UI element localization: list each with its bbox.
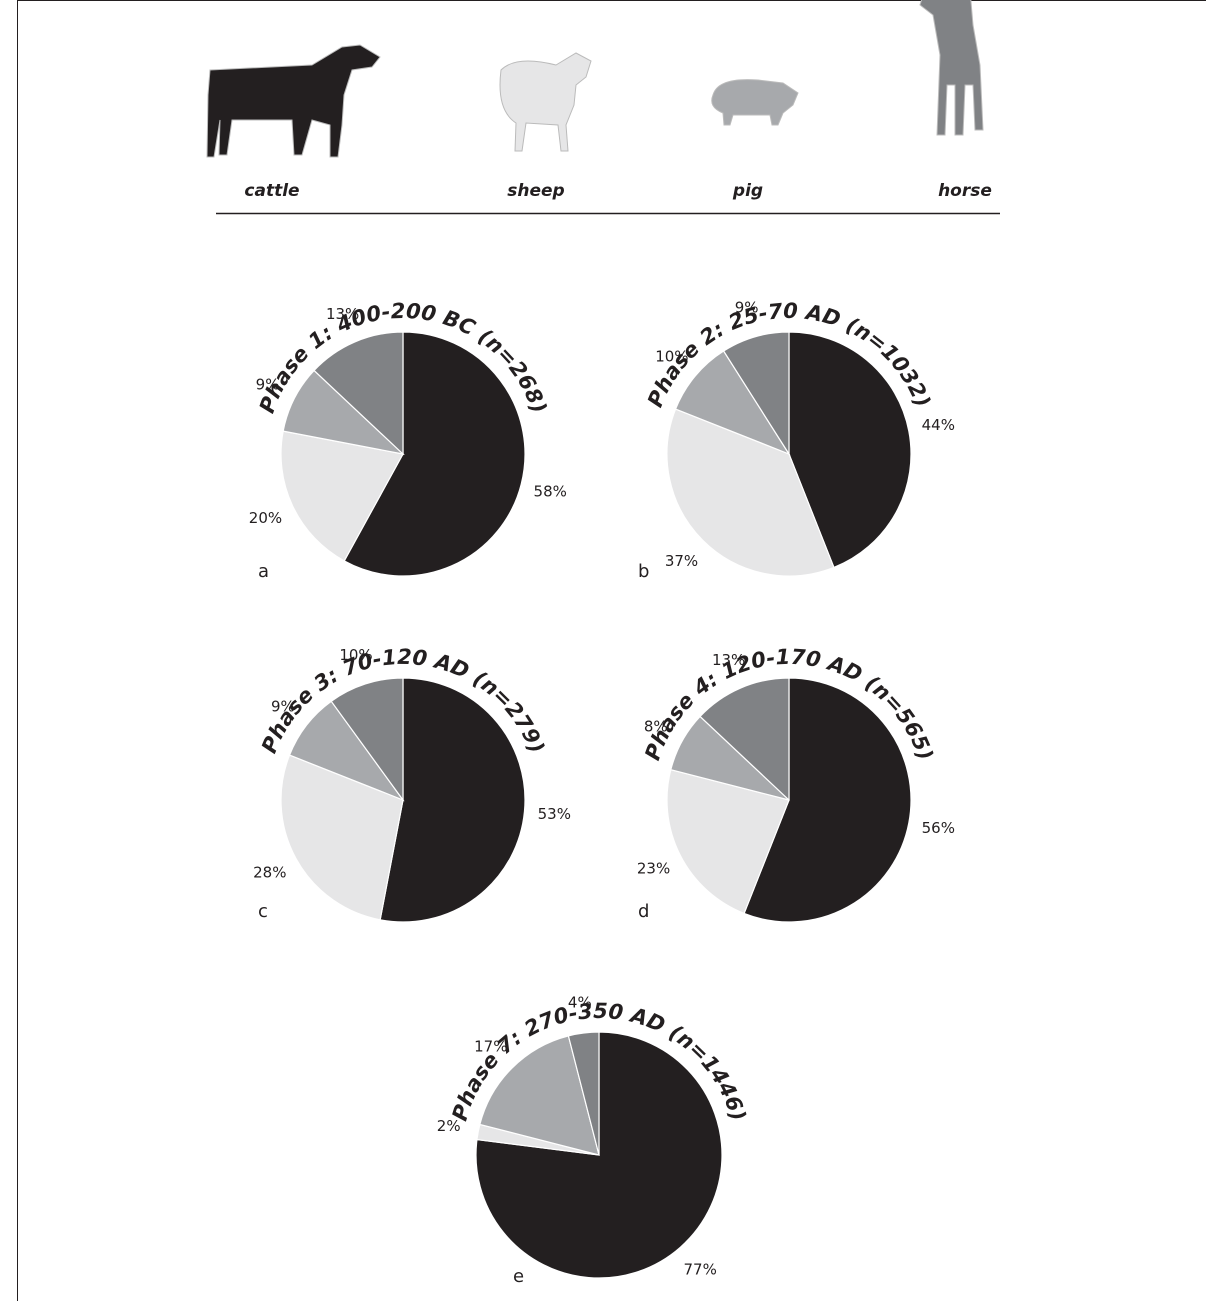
panel-label: a: [258, 561, 269, 582]
pie-slice: [567, 1031, 600, 1156]
panel-label: c: [258, 901, 268, 922]
value-label: 53%: [538, 805, 571, 823]
pie-slice: [788, 331, 912, 569]
pie-slice: [379, 677, 526, 923]
pie-slice: [743, 677, 912, 923]
pie-slice: [280, 754, 404, 921]
value-label: 37%: [665, 552, 698, 570]
value-label: 9%: [256, 375, 280, 393]
value-label: 58%: [534, 482, 567, 500]
value-label: 9%: [735, 299, 759, 317]
value-label: 2%: [437, 1117, 461, 1135]
legend-icon: [919, 0, 984, 136]
pie-slice: [330, 677, 404, 802]
value-label: 20%: [249, 509, 282, 527]
pie-slice: [674, 350, 791, 456]
value-label: 56%: [922, 819, 955, 837]
value-label: 10%: [655, 348, 688, 366]
panel-label: b: [638, 561, 649, 582]
legend-label: cattle: [244, 181, 299, 201]
pie-slice: [666, 768, 790, 915]
legend-label: horse: [938, 181, 992, 201]
value-label: 13%: [326, 305, 359, 323]
pie-slice: [343, 331, 526, 577]
value-label: 23%: [637, 860, 670, 878]
value-label: 13%: [712, 651, 745, 669]
legend-label: pig: [732, 181, 763, 201]
legend-icon: [206, 44, 381, 158]
panel-label: e: [513, 1266, 524, 1287]
pie-slice: [280, 430, 404, 562]
pie-slice: [722, 331, 790, 457]
value-label: 8%: [644, 717, 668, 735]
legend-label: sheep: [507, 181, 564, 201]
value-label: 4%: [568, 994, 592, 1012]
pie-slice: [313, 331, 404, 456]
value-label: 17%: [474, 1037, 507, 1055]
legend-icon: [711, 79, 799, 126]
value-label: 77%: [684, 1260, 717, 1278]
value-label: 44%: [922, 416, 955, 434]
value-label: 9%: [271, 697, 295, 715]
value-label: 28%: [253, 864, 286, 882]
value-label: 10%: [339, 646, 372, 664]
pie-slice: [666, 408, 835, 577]
pie-slice: [479, 1035, 600, 1156]
pie-slice: [699, 677, 790, 802]
legend-icon: [499, 52, 592, 152]
panel-label: d: [638, 901, 649, 922]
